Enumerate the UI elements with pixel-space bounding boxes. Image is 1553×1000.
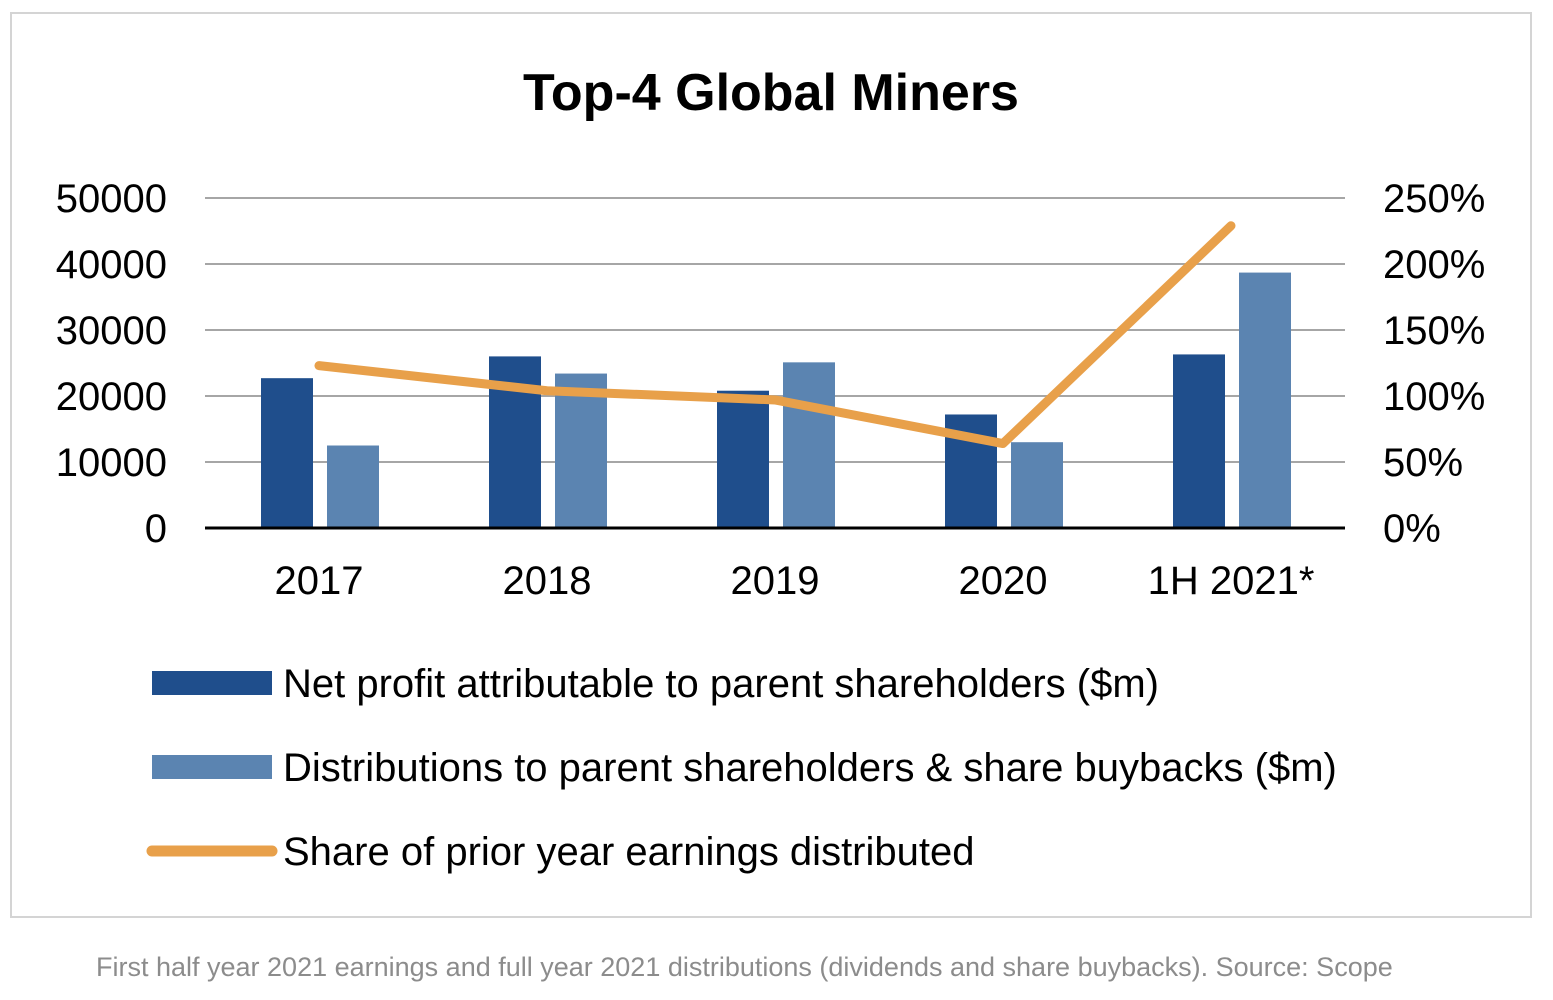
bar-distributions	[1239, 272, 1291, 528]
y-right-tick-label: 250%	[1383, 177, 1485, 221]
y-right-tick-label: 0%	[1383, 507, 1441, 551]
bar-distributions	[1011, 442, 1063, 528]
legend-label: Net profit attributable to parent shareh…	[283, 662, 1159, 706]
y-right-tick-label: 100%	[1383, 375, 1485, 419]
bar-distributions	[555, 373, 607, 528]
x-tick-label: 2018	[503, 559, 592, 603]
line-share-distributed	[314, 221, 1236, 449]
y-left-tick-label: 50000	[56, 177, 167, 221]
legend-swatch-distributions	[152, 755, 272, 779]
legend-label: Share of prior year earnings distributed	[283, 830, 974, 874]
legend: Net profit attributable to parent shareh…	[146, 662, 1337, 874]
x-tick-label: 1H 2021*	[1148, 559, 1315, 603]
y-left-tick-label: 20000	[56, 375, 167, 419]
y-right-tick-label: 150%	[1383, 309, 1485, 353]
line-series	[314, 221, 1236, 449]
x-tick-label: 2019	[731, 559, 820, 603]
bar-distributions	[783, 362, 835, 528]
legend-label: Distributions to parent shareholders & s…	[283, 746, 1337, 790]
y-left-tick-label: 40000	[56, 243, 167, 287]
x-tick-label: 2017	[275, 559, 364, 603]
y-left-tick-label: 30000	[56, 309, 167, 353]
y-left-tick-label: 0	[145, 507, 167, 551]
bar-net-profit	[261, 378, 313, 528]
x-tick-label: 2020	[959, 559, 1048, 603]
footnote: First half year 2021 earnings and full y…	[96, 952, 1393, 982]
axes: 0 10000 20000 30000 40000 50000 0% 50% 100% 150% 2…	[56, 177, 1486, 603]
bar-distributions	[327, 445, 379, 528]
y-left-tick-label: 10000	[56, 441, 167, 485]
bar-net-profit	[717, 390, 769, 528]
y-right-tick-label: 200%	[1383, 243, 1485, 287]
bar-net-profit	[1173, 354, 1225, 528]
legend-swatch-net-profit	[152, 671, 272, 695]
chart-title: Top-4 Global Miners	[523, 64, 1019, 122]
chart-svg: Top-4 Global Miners 0 10000 20000 30000 4000…	[56, 64, 1486, 874]
y-right-tick-label: 50%	[1383, 441, 1463, 485]
